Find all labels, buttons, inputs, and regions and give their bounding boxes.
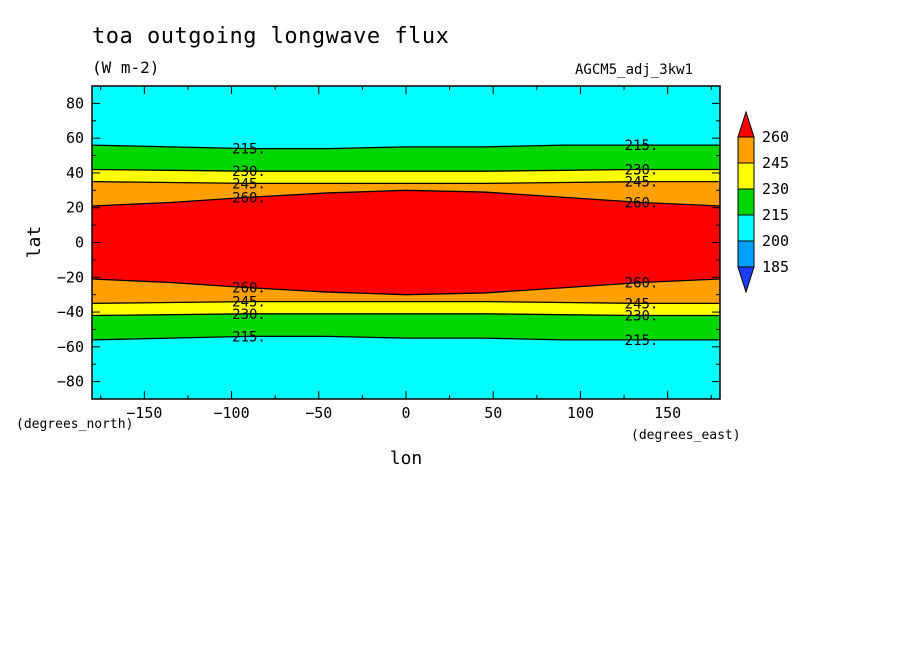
contour-line-south-230: [91, 313, 720, 317]
contour-label: 260.: [232, 281, 266, 297]
y-tick-label: 80: [66, 94, 84, 112]
contour-line-north-215: [91, 144, 720, 150]
band-above-260: [92, 190, 720, 295]
contour-label: 245.: [625, 175, 659, 191]
contour-line-south-215: [91, 335, 720, 341]
x-tick-label: 150: [654, 404, 681, 422]
y-tick-label: 60: [66, 129, 84, 147]
contour-label: 230.: [232, 164, 266, 180]
colorbar-label: 215: [762, 206, 789, 224]
colorbar-label: 260: [762, 128, 789, 146]
contour-line-north-260: [91, 189, 721, 207]
y-tick-label: −80: [57, 373, 84, 391]
y-axis-label: lat: [24, 226, 45, 259]
contour-label: 215.: [232, 142, 266, 158]
x-tick-label: −100: [213, 404, 249, 422]
colorbar-segment-230_245: [737, 162, 755, 190]
contour-label: 260.: [625, 196, 659, 212]
y-tick-label: 20: [66, 199, 84, 217]
x-tick-label: 100: [567, 404, 594, 422]
y-tick-label: −40: [57, 303, 84, 321]
contour-label: 230.: [625, 309, 659, 325]
x-tick-label: 0: [401, 404, 410, 422]
chart-title: toa outgoing longwave flux: [92, 24, 450, 49]
y-tick-label: −20: [57, 268, 84, 286]
contour-label: 230.: [625, 162, 659, 178]
colorbar-label: 185: [762, 258, 789, 276]
x-unit-label: (degrees_east): [631, 428, 741, 443]
contour-label: 260.: [625, 275, 659, 291]
x-tick-label: −150: [126, 404, 162, 422]
contour-line-north-230: [91, 168, 720, 172]
colorbar-segment-200_215: [737, 214, 755, 242]
contour-label: 245.: [232, 295, 266, 311]
colorbar-arrow-bottom: [737, 266, 755, 294]
x-tick-label: 50: [484, 404, 502, 422]
x-axis-label: lon: [390, 448, 423, 469]
contour-label: 260.: [232, 190, 266, 206]
chart-units: (W m-2): [92, 58, 160, 77]
contour-label: 245.: [232, 176, 266, 192]
colorbar-label: 200: [762, 232, 789, 250]
y-tick-label: 0: [75, 234, 84, 252]
colorbar-segment-185_200: [737, 240, 755, 268]
x-tick-label: −50: [305, 404, 332, 422]
run-label: AGCM5_adj_3kw1: [575, 62, 694, 78]
contour-label: 245.: [625, 296, 659, 312]
contour-line-south-260: [91, 278, 721, 296]
colorbar-segment-215_230: [737, 188, 755, 216]
colorbar-segment-245_260: [737, 136, 755, 164]
contour-label: 215.: [625, 138, 659, 154]
y-unit-label: (degrees_north): [16, 417, 133, 432]
contour-label: 215.: [232, 329, 266, 345]
y-tick-label: 40: [66, 164, 84, 182]
colorbar-label: 245: [762, 154, 789, 172]
contour-line-south-245: [91, 300, 720, 305]
colorbar-arrow-top: [737, 110, 755, 138]
contour-label: 215.: [625, 333, 659, 349]
contour-label: 230.: [232, 307, 266, 323]
y-tick-label: −60: [57, 338, 84, 356]
colorbar-label: 230: [762, 180, 789, 198]
contour-line-north-245: [91, 180, 720, 185]
